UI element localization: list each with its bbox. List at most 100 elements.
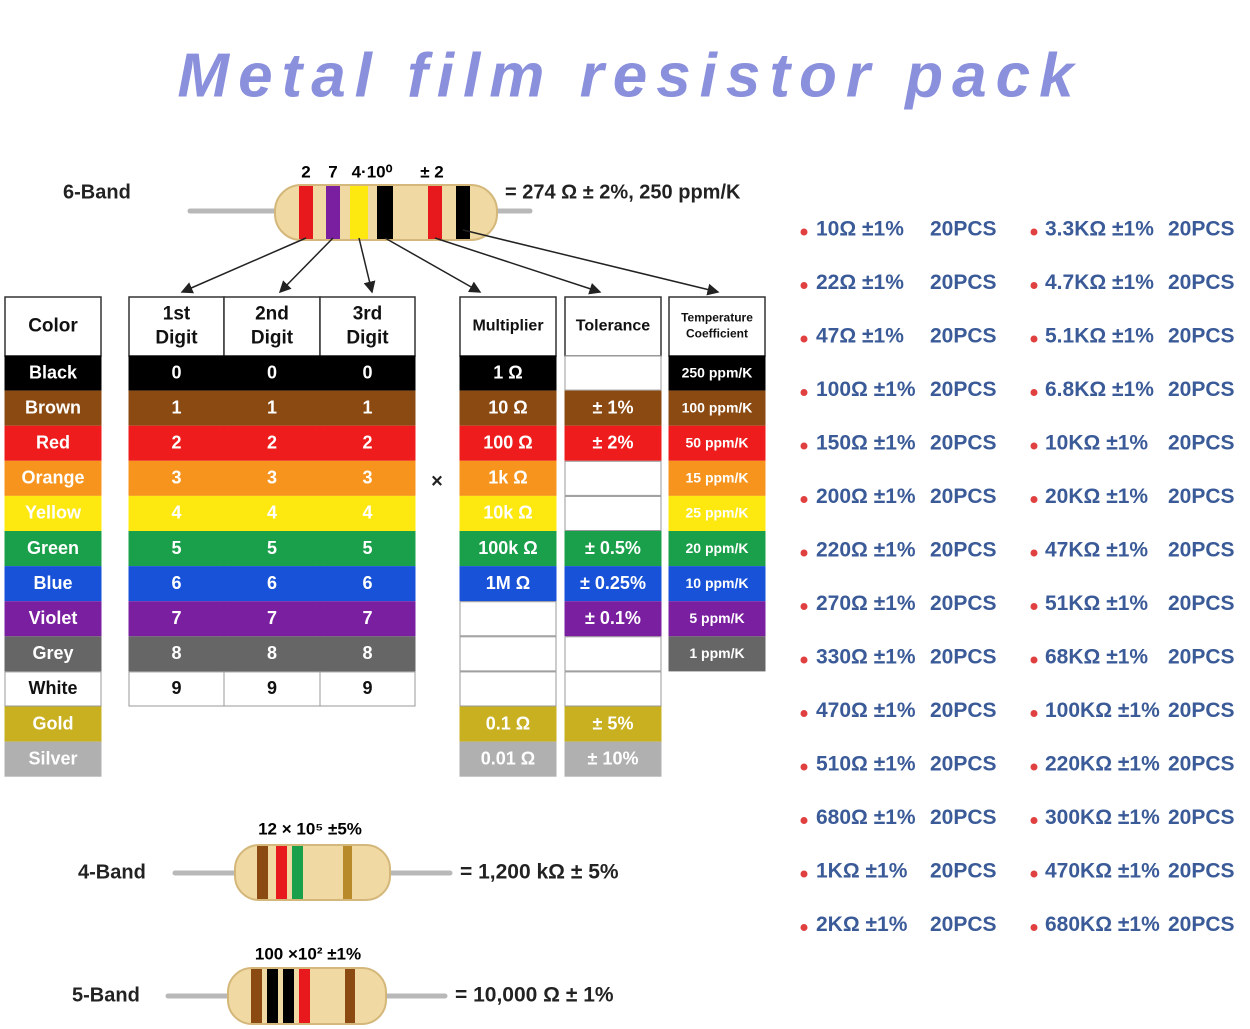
cell-text: 9	[171, 678, 181, 698]
cell	[319, 671, 416, 707]
four-band-result: = 1,200 kΩ ± 5%	[460, 861, 619, 884]
cell	[4, 531, 102, 567]
bullet	[1030, 924, 1038, 931]
quantity: 20PCS	[1168, 806, 1235, 829]
cell	[223, 460, 321, 496]
band	[257, 846, 268, 899]
resistor-value: 10KΩ ±1%	[1045, 432, 1148, 455]
cell-text: 1 Ω	[493, 362, 522, 382]
quantity: 20PCS	[930, 913, 997, 936]
color-name: White	[29, 678, 78, 698]
cell	[668, 601, 766, 637]
four-band-formula: 12 × 10⁵ ±5%	[258, 819, 362, 838]
cell	[564, 706, 662, 742]
resistor-value: 100Ω ±1%	[816, 378, 916, 401]
resistor-value: 68KΩ ±1%	[1045, 646, 1148, 669]
bullet	[1030, 710, 1038, 717]
cell-text: 1M Ω	[486, 573, 530, 593]
cell	[4, 671, 102, 707]
header-text: Temperature	[681, 311, 753, 325]
bullet	[800, 228, 808, 236]
quantity: 20PCS	[930, 646, 997, 669]
quantity: 20PCS	[930, 218, 997, 241]
cell-text: 1k Ω	[488, 468, 527, 488]
quantity: 20PCS	[930, 271, 997, 294]
bullet	[800, 817, 808, 824]
cell-text: 1	[362, 397, 372, 417]
cell	[4, 495, 102, 531]
cell-text: 6	[362, 573, 372, 593]
cell	[223, 355, 321, 391]
cell-text: 4	[267, 503, 277, 523]
cell	[4, 636, 102, 672]
cell	[4, 390, 102, 426]
band	[267, 969, 278, 1023]
cell	[564, 671, 662, 707]
color-name: Red	[36, 433, 70, 453]
quantity: 20PCS	[930, 699, 997, 722]
bullet	[800, 763, 808, 771]
cell	[4, 566, 102, 602]
resistor-value: 470Ω ±1%	[816, 699, 916, 722]
header-text: 1st	[163, 304, 191, 325]
cell	[223, 636, 321, 672]
six-band-result: = 274 Ω ± 2%, 250 ppm/K	[505, 181, 741, 203]
resistor-value: 150Ω ±1%	[816, 432, 916, 455]
header-cell	[668, 296, 766, 357]
resistor-value: 47Ω ±1%	[816, 325, 904, 348]
cell	[668, 636, 766, 672]
color-name: Black	[29, 362, 78, 382]
cell	[564, 425, 662, 461]
resistor-value: 20KΩ ±1%	[1045, 485, 1148, 508]
cell	[319, 425, 416, 461]
quantity: 20PCS	[1168, 485, 1235, 508]
band	[299, 186, 313, 239]
cell-text: ± 2%	[593, 433, 634, 453]
cell	[459, 460, 557, 496]
title: Metal film resistor pack	[177, 41, 1082, 110]
color-name: Grey	[32, 643, 73, 663]
cell-text: 10k Ω	[483, 503, 532, 523]
header-cell	[223, 296, 321, 357]
resistor-value: 200Ω ±1%	[816, 485, 916, 508]
cell-text: ± 0.1%	[585, 608, 641, 628]
bullet	[800, 442, 808, 450]
cell	[223, 495, 321, 531]
cell-text: ± 10%	[588, 748, 639, 768]
header-cell	[128, 296, 225, 357]
cell-text: 25 ppm/K	[685, 505, 748, 521]
cell-text: 7	[362, 608, 372, 628]
band	[326, 186, 340, 239]
cell-text: 4	[171, 503, 181, 523]
bullet	[1030, 335, 1038, 343]
band-label: ± 2	[420, 162, 444, 181]
band	[299, 969, 310, 1023]
quantity: 20PCS	[1168, 913, 1235, 936]
color-name: Yellow	[25, 503, 82, 523]
cell	[319, 390, 416, 426]
cell	[668, 390, 766, 426]
times-sign: ×	[431, 470, 443, 492]
cell	[223, 671, 321, 707]
bullet	[1030, 603, 1038, 610]
cell	[564, 460, 662, 496]
resistor-value: 51KΩ ±1%	[1045, 592, 1148, 615]
cell-text: 100k Ω	[478, 538, 537, 558]
cell-text: 0	[362, 362, 372, 382]
quantity: 20PCS	[1168, 378, 1235, 401]
bullet	[800, 282, 808, 289]
quantity: 20PCS	[930, 325, 997, 348]
cell-text: 5	[362, 538, 372, 558]
quantity: 20PCS	[930, 378, 997, 401]
cell	[459, 601, 557, 637]
resistor-value: 220Ω ±1%	[816, 539, 916, 562]
cell	[668, 495, 766, 531]
pack-list: 10Ω ±1% 20PCS 22Ω ±1% 20PCS 47Ω ±1% 20PCS 100Ω…	[800, 218, 1235, 936]
header-cell	[459, 296, 557, 357]
cell	[319, 636, 416, 672]
cell	[319, 460, 416, 496]
bullet	[1030, 442, 1038, 450]
cell-text: ± 1%	[593, 397, 634, 417]
cell	[459, 706, 557, 742]
